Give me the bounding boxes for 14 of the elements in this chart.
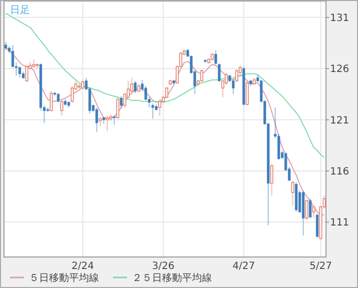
- y-tick-label: 111: [330, 218, 350, 229]
- x-tick-label: 5/27: [310, 261, 332, 272]
- y-tick-label: 121: [330, 115, 350, 126]
- legend-label: ５日移動平均線: [29, 272, 99, 284]
- legend-label: ２５日移動平均線: [132, 272, 212, 284]
- y-tick-label: 131: [330, 12, 350, 24]
- annotation: 日足: [10, 5, 30, 16]
- x-tick-label: 4/27: [232, 261, 255, 272]
- x-tick-label: 2/24: [72, 261, 94, 272]
- y-tick-label: 126: [330, 64, 350, 76]
- x-tick-label: 3/26: [152, 261, 174, 272]
- legend-item: ５日移動平均線: [10, 273, 99, 284]
- legend-item: ２５日移動平均線: [113, 273, 212, 284]
- y-tick-label: 116: [330, 166, 350, 178]
